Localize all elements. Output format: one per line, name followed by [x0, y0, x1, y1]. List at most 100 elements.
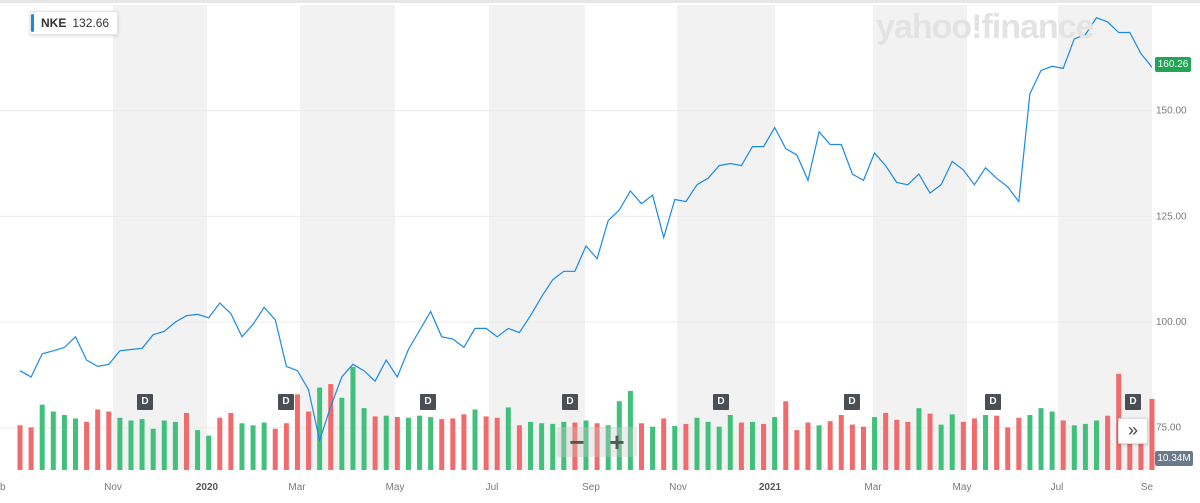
volume-bar	[650, 426, 656, 470]
volume-bar	[183, 412, 189, 470]
volume-bar	[794, 430, 800, 470]
volume-bar	[694, 417, 700, 470]
volume-bar	[805, 422, 811, 470]
volume-bar	[860, 426, 866, 470]
volume-bar	[783, 401, 789, 470]
volume-bar	[161, 420, 167, 470]
y-axis: 150.00 125.00 100.00 75.00	[1156, 106, 1187, 434]
volume-bar	[1138, 425, 1144, 470]
volume-bar	[705, 421, 711, 470]
volume-bar	[949, 414, 955, 470]
x-axis: Nov 2020 Mar May Jul Sep Nov 2021 Mar May Jul Se	[104, 482, 1153, 493]
volume-bar	[206, 435, 212, 470]
x-tick-label: May	[953, 482, 972, 493]
volume-bar	[1005, 427, 1011, 470]
volume-bar	[494, 417, 500, 470]
volume-bar	[1016, 417, 1022, 470]
volume-bar	[272, 428, 278, 470]
volume-badge: 10.34M	[1155, 451, 1193, 466]
y-tick-label: 150.00	[1156, 106, 1187, 117]
zoom-out-button[interactable]: −	[569, 427, 585, 457]
volume-bars	[17, 366, 1155, 470]
volume-bar	[61, 415, 67, 470]
dividend-marker[interactable]: D	[137, 394, 153, 410]
volume-bar	[428, 417, 434, 470]
volume-bar	[383, 415, 389, 470]
volume-bar	[405, 417, 411, 470]
volume-bar	[994, 415, 1000, 470]
volume-bar	[117, 417, 123, 470]
volume-bar	[1049, 411, 1055, 470]
dividend-marker[interactable]: D	[1125, 394, 1141, 410]
volume-bar	[528, 421, 534, 470]
volume-bar	[594, 423, 600, 470]
x-tick-label-partial: b	[0, 482, 6, 493]
volume-bar	[72, 418, 78, 470]
volume-bar	[883, 412, 889, 470]
volume-bar	[361, 408, 367, 470]
volume-bar	[583, 420, 589, 470]
legend-value: 132.66	[72, 16, 110, 30]
volume-bar	[17, 425, 23, 470]
volume-bar	[550, 423, 556, 470]
volume-bar	[505, 407, 511, 470]
dividend-marker[interactable]: D	[562, 394, 578, 410]
scroll-right-button[interactable]: »	[1118, 418, 1148, 444]
volume-bar	[294, 394, 300, 470]
month-band	[300, 5, 395, 470]
yahoo-finance-watermark: yahoo!finance	[876, 8, 1094, 46]
volume-bar	[250, 425, 256, 470]
volume-bar	[761, 423, 767, 470]
dividend-marker[interactable]: D	[713, 394, 729, 410]
volume-bar	[894, 419, 900, 470]
volume-bar	[1149, 398, 1155, 470]
volume-bar	[217, 417, 223, 470]
legend-symbol: NKE	[41, 16, 67, 30]
y-tick-label: 75.00	[1156, 423, 1181, 434]
volume-bar	[172, 421, 178, 470]
x-tick-label: Mar	[288, 482, 306, 493]
volume-bar	[938, 424, 944, 470]
volume-bar	[439, 419, 445, 470]
volume-bar	[927, 413, 933, 470]
volume-bar	[561, 421, 567, 470]
volume-bar	[339, 397, 345, 470]
volume-bar	[1094, 420, 1100, 470]
volume-bar	[827, 421, 833, 470]
volume-bar	[672, 426, 678, 470]
volume-bar	[306, 411, 312, 470]
volume-bar	[50, 411, 56, 470]
volume-bar	[539, 423, 545, 470]
volume-bar	[228, 412, 234, 470]
volume-bar	[661, 418, 667, 470]
dividend-marker[interactable]: D	[278, 394, 294, 410]
volume-bar	[716, 426, 722, 470]
dividend-marker[interactable]: D	[844, 394, 860, 410]
volume-bar	[960, 421, 966, 470]
volume-bar	[95, 409, 101, 470]
volume-bar	[150, 428, 156, 470]
volume-bar	[461, 414, 467, 470]
zoom-controls: − +	[557, 427, 637, 457]
month-band	[113, 5, 207, 470]
volume-bar	[638, 423, 644, 470]
legend[interactable]: NKE 132.66	[30, 11, 119, 35]
volume-bar	[372, 416, 378, 470]
month-band	[677, 5, 775, 470]
zoom-in-button[interactable]: +	[609, 427, 625, 457]
volume-bar	[1027, 415, 1033, 470]
volume-bar	[1127, 434, 1133, 470]
volume-bar	[772, 417, 778, 470]
volume-bar	[983, 415, 989, 470]
dividend-marker[interactable]: D	[420, 394, 436, 410]
volume-bar	[472, 409, 478, 470]
x-tick-label: 2021	[759, 482, 782, 493]
month-band	[1058, 5, 1152, 470]
x-tick-label: Mar	[864, 482, 882, 493]
volume-bar	[1071, 425, 1077, 470]
volume-bar	[106, 411, 112, 470]
dividend-marker[interactable]: D	[985, 394, 1001, 410]
x-tick-label: Jul	[1051, 482, 1064, 493]
volume-bar	[1038, 408, 1044, 470]
